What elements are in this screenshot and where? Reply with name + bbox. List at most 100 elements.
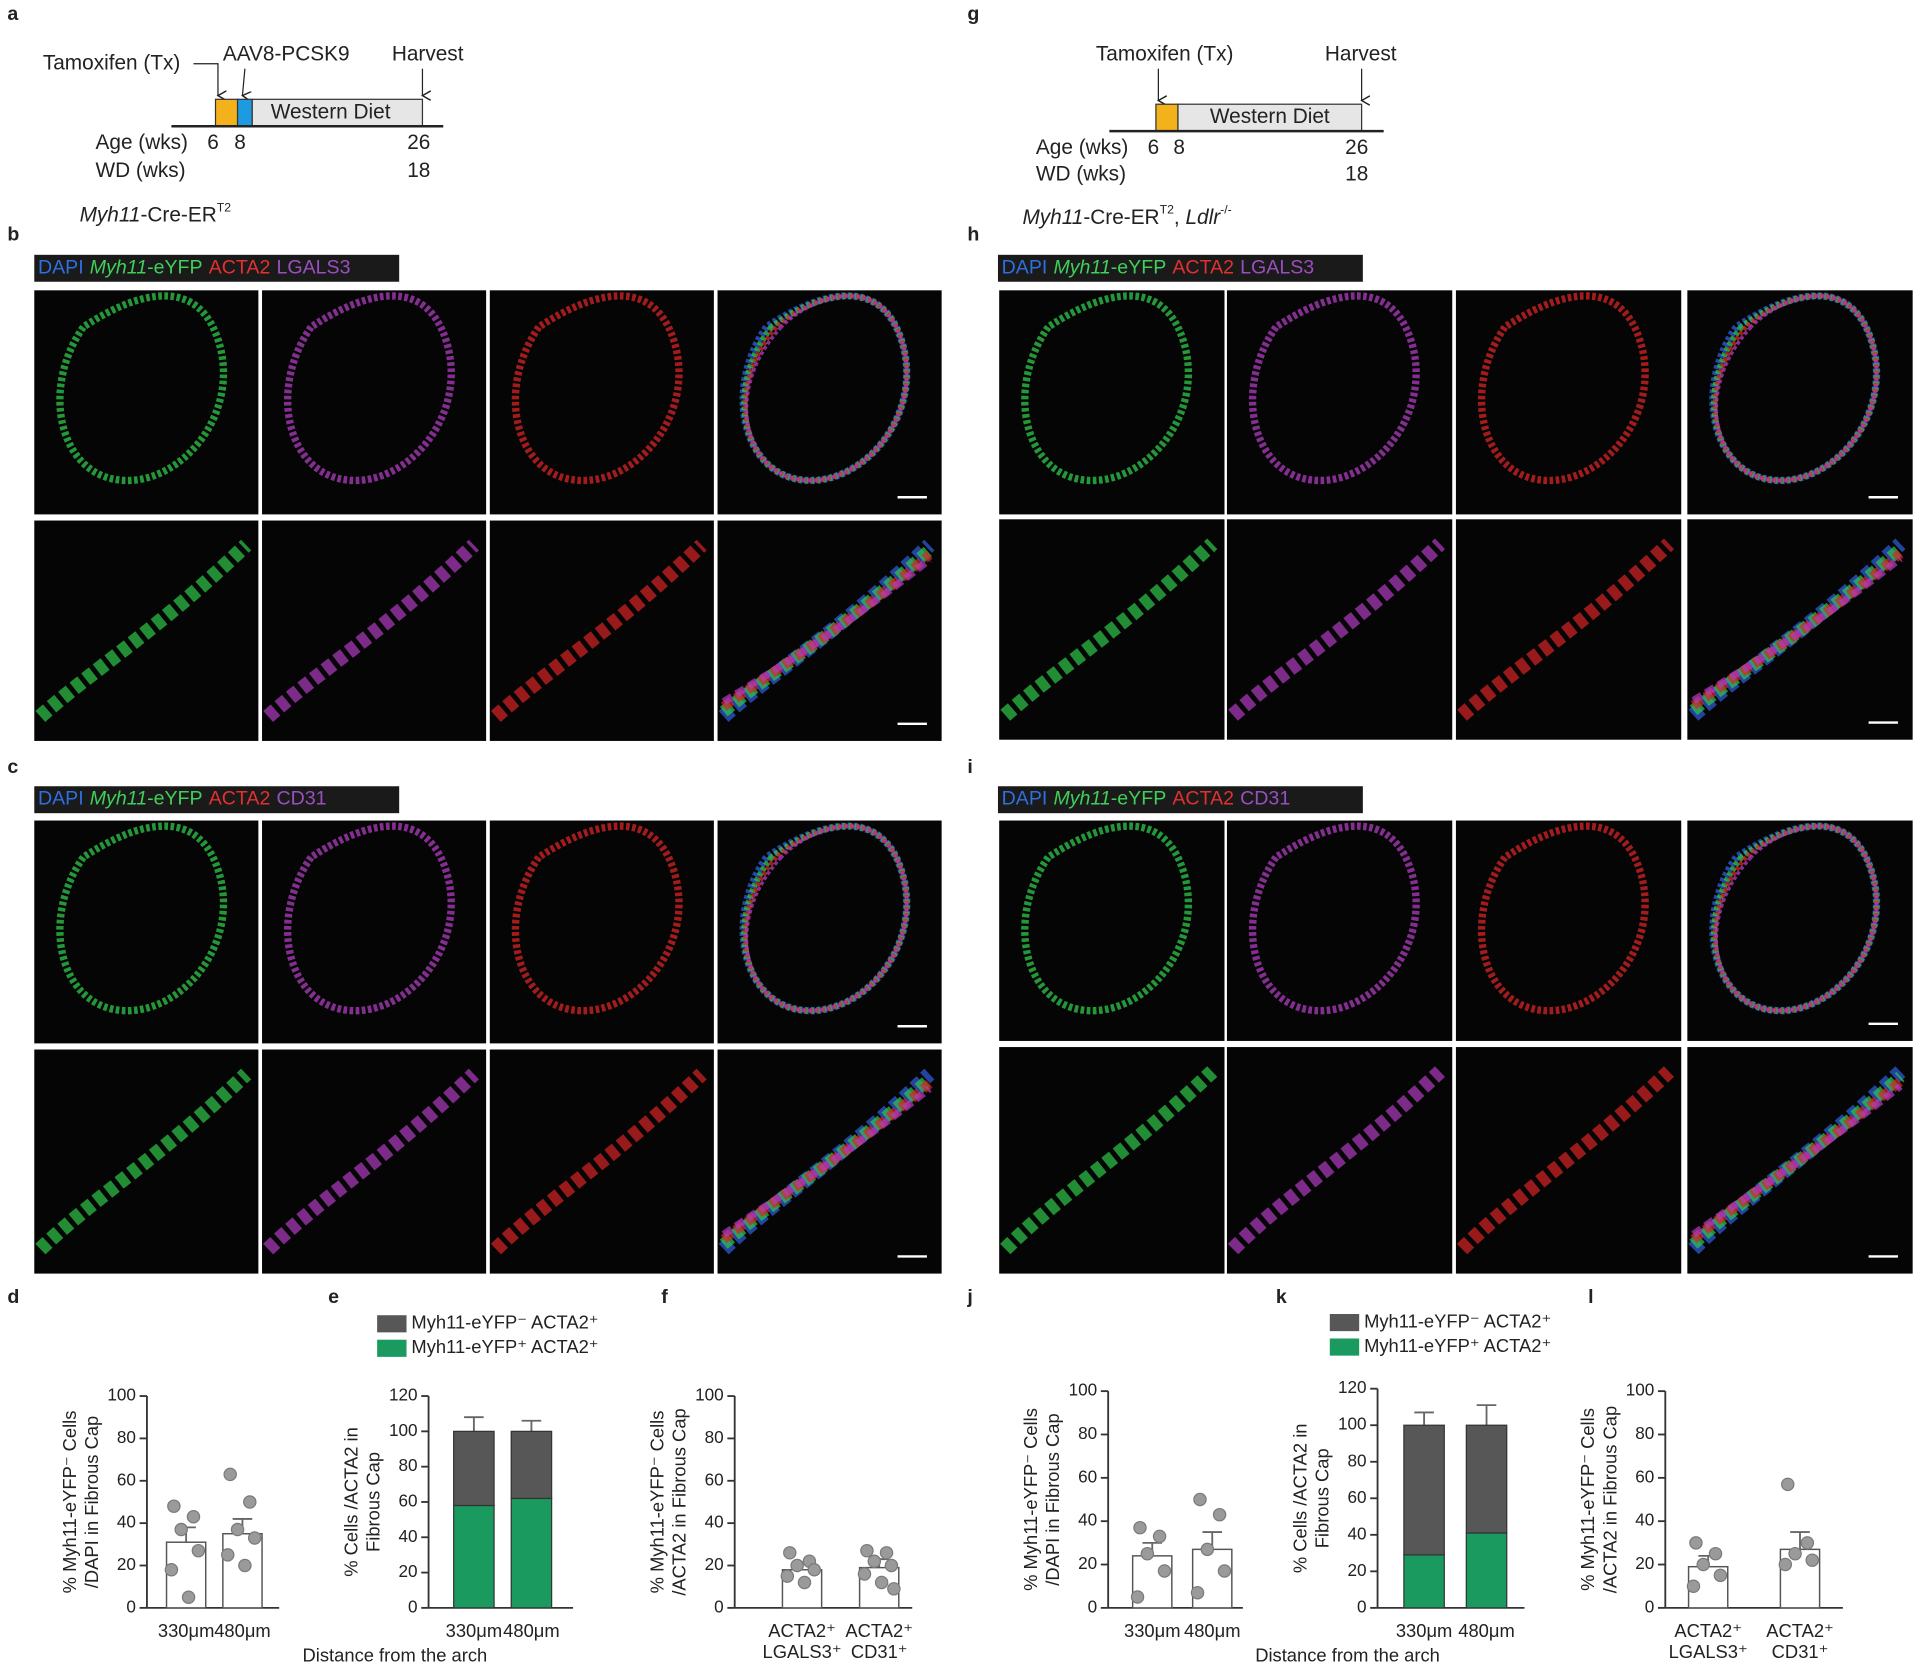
y-tick-label: 40 <box>1347 1523 1366 1543</box>
legend-entry: LGALS3 <box>276 256 350 278</box>
legend-entry: -eYFP <box>1111 256 1166 278</box>
micrograph <box>1226 1047 1453 1274</box>
data-point <box>1217 1564 1232 1578</box>
data-point <box>1152 1529 1167 1544</box>
data-point <box>238 1558 252 1573</box>
diet-box <box>1177 103 1363 132</box>
virus-box <box>236 98 253 127</box>
data-point <box>1130 1590 1145 1604</box>
x-tick-label: ACTA2⁺ <box>1766 1620 1834 1641</box>
tissue-signal <box>56 822 227 1015</box>
y-tick-label: 60 <box>705 1469 724 1489</box>
bar-segment <box>453 1504 495 1609</box>
data-point <box>1788 1546 1802 1561</box>
micrograph <box>1687 519 1913 740</box>
data-point <box>1140 1546 1155 1561</box>
tissue-signal <box>35 1068 252 1255</box>
data-point <box>1689 1536 1703 1550</box>
legend-entry: ACTA2 <box>1172 788 1234 810</box>
data-point <box>1193 1492 1207 1507</box>
micrograph <box>262 290 487 515</box>
image-tile <box>262 290 487 515</box>
data-point <box>164 1563 179 1577</box>
timeline-g: g Tamoxifen (Tx) Harvest Western Diet Ag… <box>967 3 1396 229</box>
y-tick-label: 0 <box>1088 1596 1098 1616</box>
micrograph <box>717 820 942 1044</box>
y-tick-label: 80 <box>398 1455 417 1475</box>
x-tick-label: LGALS3⁺ <box>762 1641 841 1662</box>
bar-segment <box>1403 1424 1445 1556</box>
tissue-signal <box>511 292 683 485</box>
y-tick-label: 60 <box>1347 1487 1366 1507</box>
data-point <box>243 1495 257 1509</box>
bar-segment <box>1403 1554 1445 1609</box>
data-point <box>857 1567 872 1581</box>
legend-entry: -eYFP <box>1111 788 1166 810</box>
tamoxifen-label: Tamoxifen (Tx) <box>43 51 181 74</box>
micrograph <box>1687 1047 1913 1274</box>
data-point <box>186 1510 201 1524</box>
x-tick-label: 480μm <box>503 1620 560 1641</box>
data-point <box>181 1590 196 1605</box>
micrograph <box>1455 820 1682 1041</box>
wd: 18 <box>407 159 430 182</box>
micrograph <box>717 1049 942 1274</box>
x-tick-label: CD31⁺ <box>851 1641 908 1662</box>
data-point <box>884 1558 899 1573</box>
y-tick-label: 60 <box>117 1469 136 1489</box>
y-tick-label: 120 <box>1338 1377 1367 1397</box>
data-point <box>1190 1585 1205 1600</box>
y-tick-label: 0 <box>126 1596 136 1616</box>
micrograph <box>999 1047 1225 1274</box>
panel-letter: g <box>967 3 979 25</box>
tissue-signal <box>511 822 683 1015</box>
bar-segment <box>1465 1424 1508 1534</box>
legend-label: Myh11-eYFP⁺ ACTA2⁺ <box>1364 1335 1551 1356</box>
data-point <box>167 1499 181 1513</box>
y-tick-label: 100 <box>1069 1380 1098 1400</box>
diet-label: Western Diet <box>1210 105 1330 128</box>
panel-letter: b <box>7 223 19 245</box>
panel-letter: f <box>661 1286 668 1308</box>
legend-box <box>34 786 400 814</box>
y-tick-label: 40 <box>1635 1510 1654 1530</box>
channel-legend: DAPI Myh11-eYFP ACTA2 LGALS3 <box>38 256 351 278</box>
legend-entry: Myh11 <box>1053 788 1110 810</box>
y-tick-label: 40 <box>398 1526 417 1546</box>
tissue-signal <box>1691 1083 1903 1238</box>
age-label: Age (wks) <box>1036 136 1128 159</box>
micrograph <box>34 820 259 1044</box>
micrograph <box>1687 290 1913 515</box>
image-tile <box>34 290 259 515</box>
x-tick-label: 480μm <box>1458 1620 1515 1641</box>
y-tick-label: 0 <box>1645 1596 1655 1616</box>
legend-swatch <box>1329 1338 1360 1356</box>
panel-letter: j <box>966 1286 972 1308</box>
panel-letter: a <box>7 3 19 25</box>
tissue-signal <box>1021 822 1192 1015</box>
panel-letter: k <box>1276 1286 1287 1308</box>
data-point <box>1781 1477 1795 1492</box>
legend-entry: ACTA2 <box>209 788 271 810</box>
x-tick-label: ACTA2⁺ <box>1674 1620 1742 1641</box>
y-axis-label: % Myh11-eYFP⁻ Cells <box>1577 1408 1598 1591</box>
bar-segment <box>1465 1532 1508 1609</box>
arrow <box>193 63 217 96</box>
y-tick-label: 60 <box>398 1490 417 1510</box>
legend-box <box>997 254 1363 282</box>
tissue-signal <box>56 292 227 485</box>
micrograph <box>1455 519 1682 740</box>
wd-label: WD (wks) <box>96 159 186 182</box>
timeline-a: a Tamoxifen (Tx) AAV8-PCSK9 Harvest West… <box>7 3 463 226</box>
tissue-signal <box>1478 822 1649 1015</box>
data-point <box>174 1522 188 1537</box>
tissue-signal <box>1714 824 1879 1013</box>
y-tick-label: 80 <box>1635 1423 1654 1443</box>
micrograph <box>1455 1047 1682 1274</box>
y-tick-label: 80 <box>705 1427 724 1447</box>
legend-label: Myh11-eYFP⁻ ACTA2⁺ <box>1364 1310 1551 1331</box>
micrograph <box>34 1049 259 1274</box>
age: 8 <box>234 131 246 154</box>
x-tick-label: 330μm <box>158 1620 215 1641</box>
